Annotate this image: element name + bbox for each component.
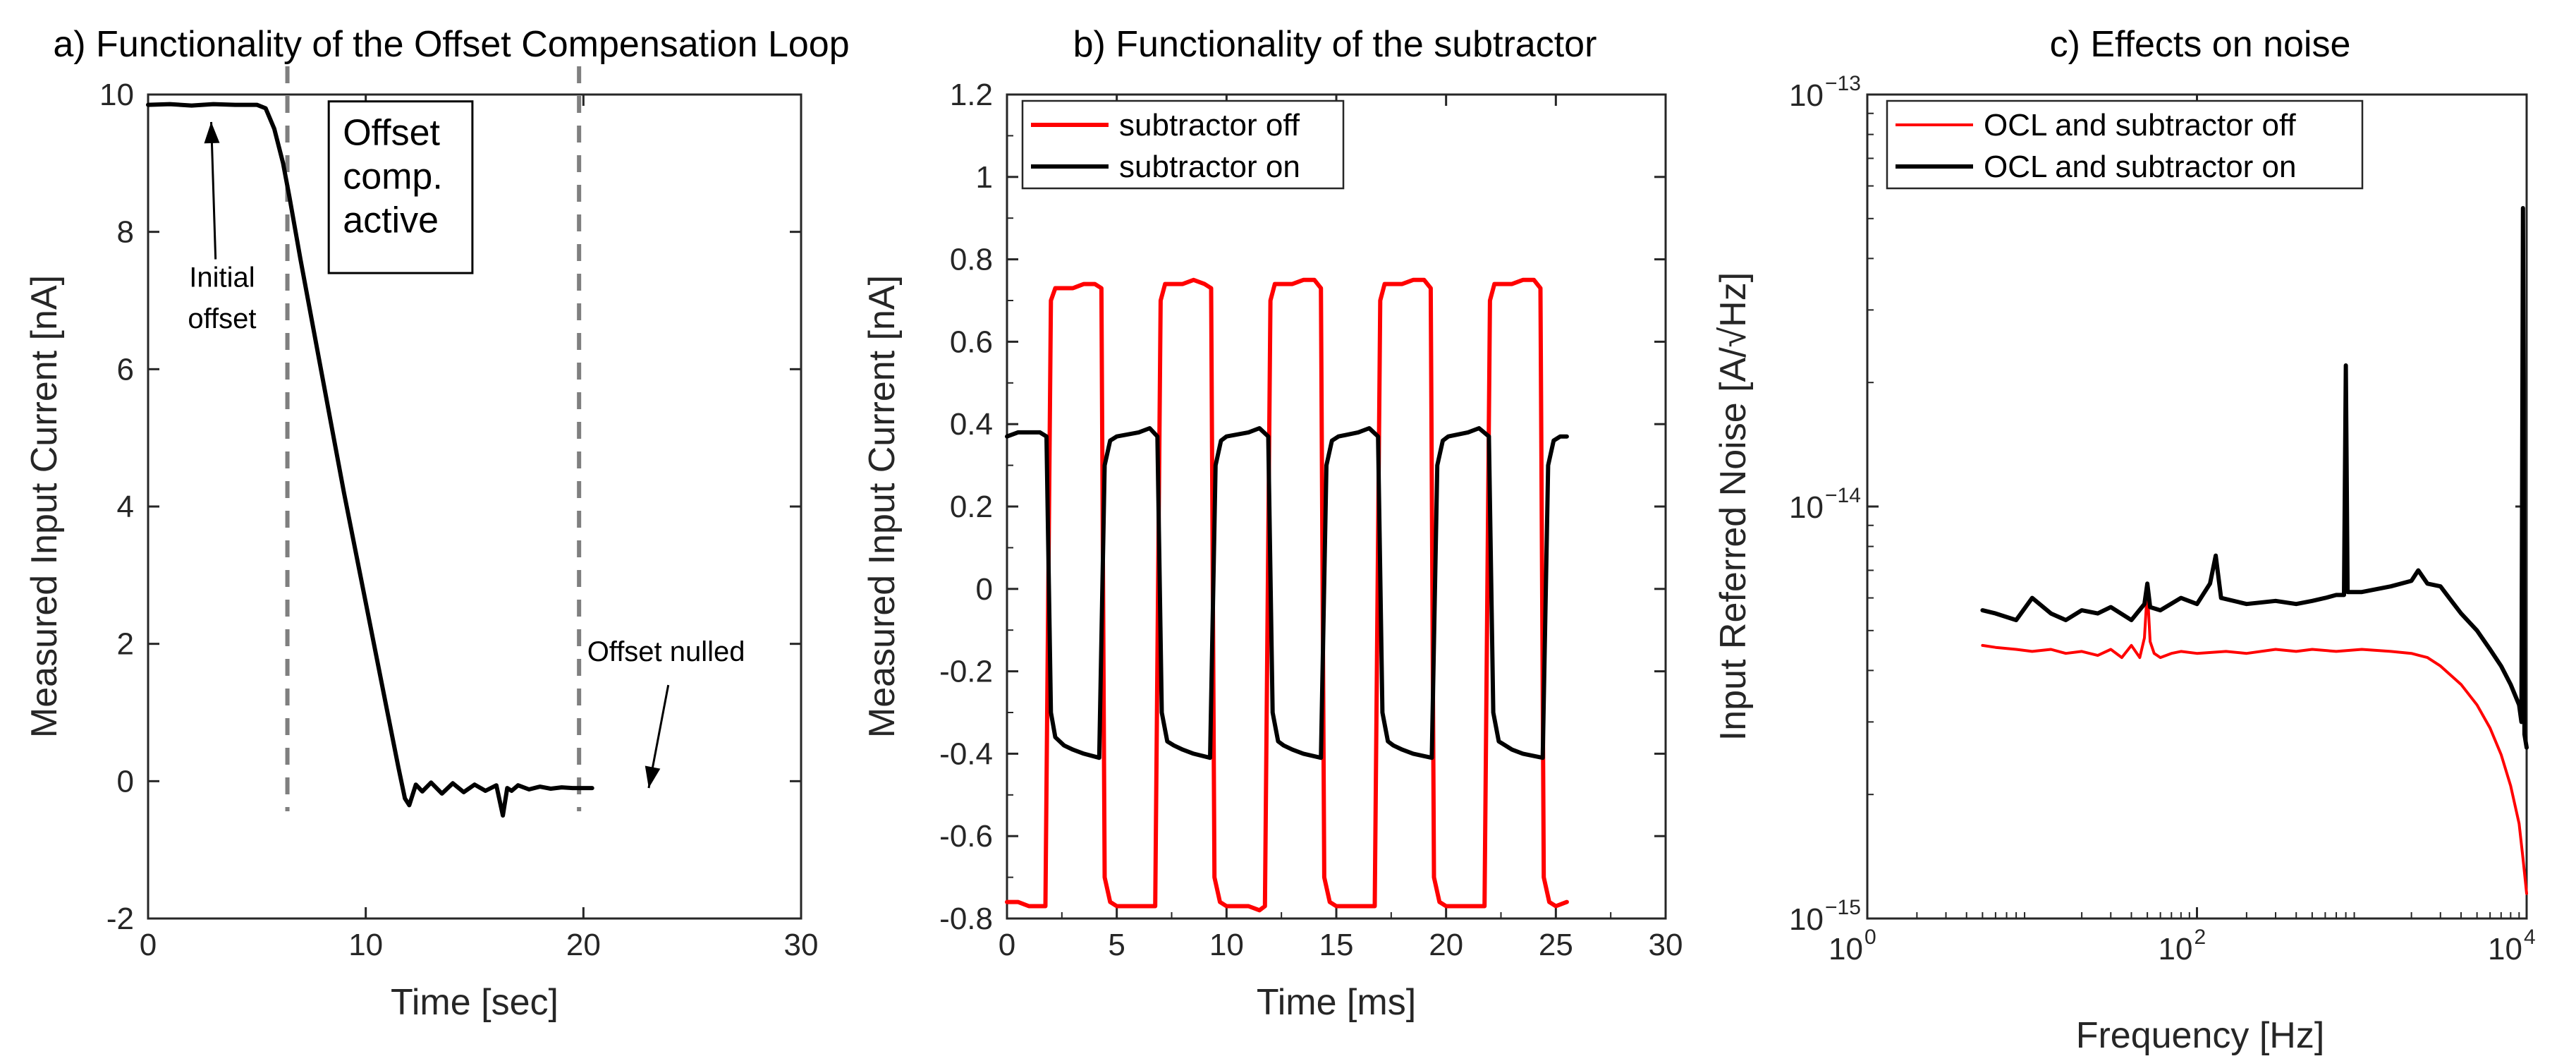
panel-b-ytick-label: 1 xyxy=(976,160,993,195)
panel-c-xtick-exp: 4 xyxy=(2524,926,2536,949)
panel-c-title: c) Effects on noise xyxy=(2050,24,2351,65)
offset-comp-box-line: comp. xyxy=(343,157,443,198)
panel-b-xtick-label: 25 xyxy=(1539,928,1573,962)
panel-c-series-ocl-and-subtractor-off xyxy=(1981,588,2528,895)
panel-a-series xyxy=(146,102,594,818)
panel-c-ytick-label: 10 −15 xyxy=(1789,896,1861,937)
panel-c-xtick-exp: 2 xyxy=(2195,926,2206,949)
panel-c-xtick-label: 10 0 xyxy=(1829,926,1876,966)
panel-b-series-subtractor-on xyxy=(1005,426,1569,760)
panel-c-ylabel: Input Referred Noise [A/√Hz] xyxy=(1713,272,1754,741)
panel-b-legend-box xyxy=(1021,99,1345,190)
panel-a-ytick-label: 10 xyxy=(99,78,134,112)
panel-b: b) Functionality of the subtractor 0 5 10 1… xyxy=(862,24,1683,1023)
panel-b-ytick-label: -0.4 xyxy=(939,736,993,771)
panel-b-ticks: 0 5 10 15 20 25 30 -0.8 -0.6 -0.4 -0.2 0 0.2 0.4 0.6 0.… xyxy=(939,78,1683,962)
panel-a-arrows xyxy=(204,121,670,789)
panel-a-series-measured-current xyxy=(146,102,594,818)
panel-c-xtick-base: 10 xyxy=(2159,932,2193,966)
panel-a: a) Functionality of the Offset Compensat… xyxy=(24,24,850,1023)
panel-b-ytick-label: 0.8 xyxy=(950,243,993,277)
panel-a-xtick-label: 10 xyxy=(348,928,383,962)
annotation-arrow-head xyxy=(204,121,220,144)
panel-c-legend-box xyxy=(1886,99,2364,190)
panel-b-legend: subtractor off subtractor on xyxy=(1021,99,1345,190)
panel-a-ytick-label: 8 xyxy=(117,215,134,250)
panel-a-ytick-label: 6 xyxy=(117,352,134,387)
panel-b-ytick-label: 1.2 xyxy=(950,78,993,112)
legend-label-ocl-off: OCL and subtractor off xyxy=(1984,108,2296,143)
legend-label-subtractor-off: subtractor off xyxy=(1119,108,1300,143)
annotation-text: Initial xyxy=(189,262,255,293)
panel-a-xlabel: Time [sec] xyxy=(391,982,558,1023)
panel-c-series-ocl-and-subtractor-on xyxy=(1980,206,2529,750)
panel-c-ytick-exp: −15 xyxy=(1825,896,1861,919)
panel-c-series xyxy=(1980,206,2529,895)
panel-c-ytick-label: 10 −13 xyxy=(1789,72,1861,113)
panel-c-ytick-exp: −13 xyxy=(1825,72,1861,95)
annotation-text: Offset nulled xyxy=(587,636,745,667)
panel-b-ytick-label: -0.8 xyxy=(939,902,993,936)
panel-b-ytick-label: 0.2 xyxy=(950,490,993,524)
panel-c-xtick-label: 10 4 xyxy=(2488,926,2536,966)
panel-b-xtick-label: 15 xyxy=(1319,928,1354,962)
panel-c-xtick-base: 10 xyxy=(1829,932,1863,966)
panel-a-annotations: Initial offset Offset nulled xyxy=(188,262,745,667)
panel-b-xlabel: Time [ms] xyxy=(1257,982,1416,1023)
panel-b-ytick-label: 0.6 xyxy=(950,325,993,359)
annotation-text: offset xyxy=(188,303,256,334)
panel-b-xtick-label: 20 xyxy=(1429,928,1463,962)
panel-b-xtick-label: 10 xyxy=(1209,928,1244,962)
legend-label-subtractor-on: subtractor on xyxy=(1119,150,1300,184)
annotation-arrow-shaft xyxy=(210,121,217,260)
panel-c-ytick-label: 10 −14 xyxy=(1789,484,1861,525)
legend-label-ocl-on: OCL and subtractor on xyxy=(1984,150,2297,184)
panel-c-ytick-base: 10 xyxy=(1789,902,1824,937)
panel-a-ytick-label: 4 xyxy=(117,490,134,524)
panel-c-ytick-base: 10 xyxy=(1789,78,1824,113)
annotation-arrow-head xyxy=(645,765,661,789)
panel-c-xtick-exp: 0 xyxy=(1864,926,1876,949)
panel-b-ytick-label: -0.2 xyxy=(939,655,993,689)
panel-a-xtick-label: 0 xyxy=(140,928,157,962)
panel-a-ytick-label: 2 xyxy=(117,627,134,662)
panel-c-xtick-base: 10 xyxy=(2488,932,2522,966)
panel-b-title: b) Functionality of the subtractor xyxy=(1073,24,1597,65)
panel-b-xtick-label: 5 xyxy=(1108,928,1125,962)
panel-b-ytick-label: -0.6 xyxy=(939,819,993,854)
panel-b-ytick-label: 0 xyxy=(976,572,993,607)
panel-b-xtick-label: 30 xyxy=(1649,928,1683,962)
panel-b-ytick-label: 0.4 xyxy=(950,407,993,442)
panel-a-title: a) Functionality of the Offset Compensat… xyxy=(53,24,849,65)
panel-a-ytick-label: -2 xyxy=(106,902,134,936)
panel-b-ylabel: Measured Input Current [nA] xyxy=(862,275,903,738)
panel-a-xtick-label: 20 xyxy=(566,928,601,962)
panel-c-ytick-exp: −14 xyxy=(1825,484,1861,507)
panel-a-ytick-label: 0 xyxy=(117,764,134,799)
panel-c-xlabel: Frequency [Hz] xyxy=(2076,1015,2325,1056)
panel-c-xtick-label: 10 2 xyxy=(2159,926,2206,966)
offset-comp-box-line: active xyxy=(343,200,439,241)
offset-comp-box-line: Offset xyxy=(343,113,440,154)
panel-b-series-subtractor-off xyxy=(1005,277,1569,913)
panel-c-ytick-base: 10 xyxy=(1789,490,1824,525)
panel-c-legend: OCL and subtractor off OCL and subtracto… xyxy=(1886,99,2364,190)
panel-a-ylabel: Measured Input Current [nA] xyxy=(24,275,65,738)
panel-b-xtick-label: 0 xyxy=(999,928,1015,962)
panel-b-series xyxy=(1005,277,1569,913)
panel-a-xtick-label: 30 xyxy=(784,928,819,962)
offset-comp-box xyxy=(327,100,474,274)
